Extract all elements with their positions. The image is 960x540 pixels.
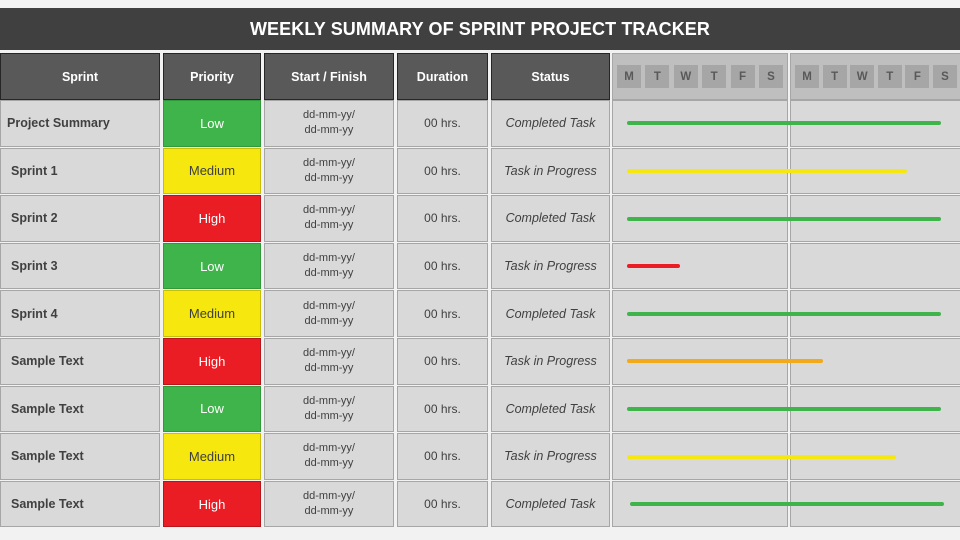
duration-cell: 00 hrs. (397, 385, 488, 433)
start-date: dd-mm-yy/ (303, 204, 355, 217)
sprint-name-cell: Sprint 3 (0, 242, 160, 290)
duration-cell: 00 hrs. (397, 338, 488, 385)
priority-badge-medium: Medium (163, 147, 261, 195)
status-cell: Completed Task (491, 100, 610, 147)
priority-badge-low: Low (163, 242, 261, 290)
duration-cell: 00 hrs. (397, 100, 488, 147)
priority-badge-high: High (163, 338, 261, 385)
progress-bar (627, 264, 680, 269)
day-label: F (730, 65, 755, 88)
column-header-priority: Priority (163, 53, 261, 100)
status-cell: Task in Progress (491, 147, 610, 195)
sprint-name-cell: Sample Text (0, 480, 160, 528)
day-label: M (617, 65, 641, 88)
status-cell: Task in Progress (491, 433, 610, 480)
start-finish-cell: dd-mm-yy/dd-mm-yy (264, 290, 394, 337)
finish-date: dd-mm-yy (304, 124, 354, 137)
status-cell: Completed Task (491, 480, 610, 528)
status-cell: Completed Task (491, 195, 610, 242)
day-label: W (673, 65, 698, 88)
sprint-name-cell: Sample Text (0, 338, 160, 385)
finish-date: dd-mm-yy (304, 362, 354, 375)
day-label: T (702, 65, 727, 88)
status-cell: Task in Progress (491, 242, 610, 290)
finish-date: dd-mm-yy (304, 409, 354, 422)
sprint-name-cell: Sample Text (0, 433, 160, 480)
start-finish-cell: dd-mm-yy/dd-mm-yy (264, 480, 394, 528)
sprint-name-cell: Sample Text (0, 385, 160, 433)
start-date: dd-mm-yy/ (303, 442, 355, 455)
sprint-name-cell: Project Summary (0, 100, 160, 147)
priority-badge-medium: Medium (163, 433, 261, 480)
duration-cell: 00 hrs. (397, 147, 488, 195)
progress-bar (627, 216, 941, 221)
duration-cell: 00 hrs. (397, 290, 488, 337)
duration-cell: 00 hrs. (397, 433, 488, 480)
start-finish-cell: dd-mm-yy/dd-mm-yy (264, 385, 394, 433)
priority-badge-medium: Medium (163, 290, 261, 337)
day-label: F (905, 65, 930, 88)
progress-bar (627, 454, 896, 459)
week-2-cell (790, 242, 960, 290)
finish-date: dd-mm-yy (304, 171, 354, 184)
start-date: dd-mm-yy/ (303, 394, 355, 407)
start-finish-cell: dd-mm-yy/dd-mm-yy (264, 433, 394, 480)
start-date: dd-mm-yy/ (303, 299, 355, 312)
priority-badge-low: Low (163, 100, 261, 147)
day-label: S (932, 65, 957, 88)
progress-bar (627, 121, 941, 126)
start-finish-cell: dd-mm-yy/dd-mm-yy (264, 147, 394, 195)
progress-bar (630, 502, 944, 507)
week-2-cell (790, 338, 960, 385)
finish-date: dd-mm-yy (304, 314, 354, 327)
column-header-sprint: Sprint (0, 53, 160, 100)
duration-cell: 00 hrs. (397, 242, 488, 290)
priority-badge-high: High (163, 195, 261, 242)
start-date: dd-mm-yy/ (303, 490, 355, 503)
progress-bar (627, 168, 907, 173)
day-label: T (645, 65, 670, 88)
day-label: M (795, 65, 819, 88)
finish-date: dd-mm-yy (304, 457, 354, 470)
progress-bar (627, 406, 941, 411)
progress-bar (627, 359, 823, 364)
page-title: WEEKLY SUMMARY OF SPRINT PROJECT TRACKER (0, 8, 960, 50)
status-cell: Completed Task (491, 290, 610, 337)
finish-date: dd-mm-yy (304, 505, 354, 518)
start-date: dd-mm-yy/ (303, 156, 355, 169)
start-finish-cell: dd-mm-yy/dd-mm-yy (264, 338, 394, 385)
column-header-duration: Duration (397, 53, 488, 100)
start-finish-cell: dd-mm-yy/dd-mm-yy (264, 100, 394, 147)
sprint-name-cell: Sprint 2 (0, 195, 160, 242)
priority-badge-high: High (163, 480, 261, 528)
day-label: S (758, 65, 783, 88)
day-label: T (877, 65, 902, 88)
progress-bar (627, 311, 941, 316)
start-finish-cell: dd-mm-yy/dd-mm-yy (264, 195, 394, 242)
column-header-start-finish: Start / Finish (264, 53, 394, 100)
duration-cell: 00 hrs. (397, 480, 488, 528)
day-label: T (822, 65, 847, 88)
sprint-name-cell: Sprint 1 (0, 147, 160, 195)
finish-date: dd-mm-yy (304, 219, 354, 232)
status-cell: Completed Task (491, 385, 610, 433)
priority-badge-low: Low (163, 385, 261, 433)
start-date: dd-mm-yy/ (303, 109, 355, 122)
finish-date: dd-mm-yy (304, 267, 354, 280)
start-date: dd-mm-yy/ (303, 252, 355, 265)
duration-cell: 00 hrs. (397, 195, 488, 242)
day-label: W (850, 65, 875, 88)
status-cell: Task in Progress (491, 338, 610, 385)
start-date: dd-mm-yy/ (303, 347, 355, 360)
column-header-status: Status (491, 53, 610, 100)
sprint-name-cell: Sprint 4 (0, 290, 160, 337)
start-finish-cell: dd-mm-yy/dd-mm-yy (264, 242, 394, 290)
